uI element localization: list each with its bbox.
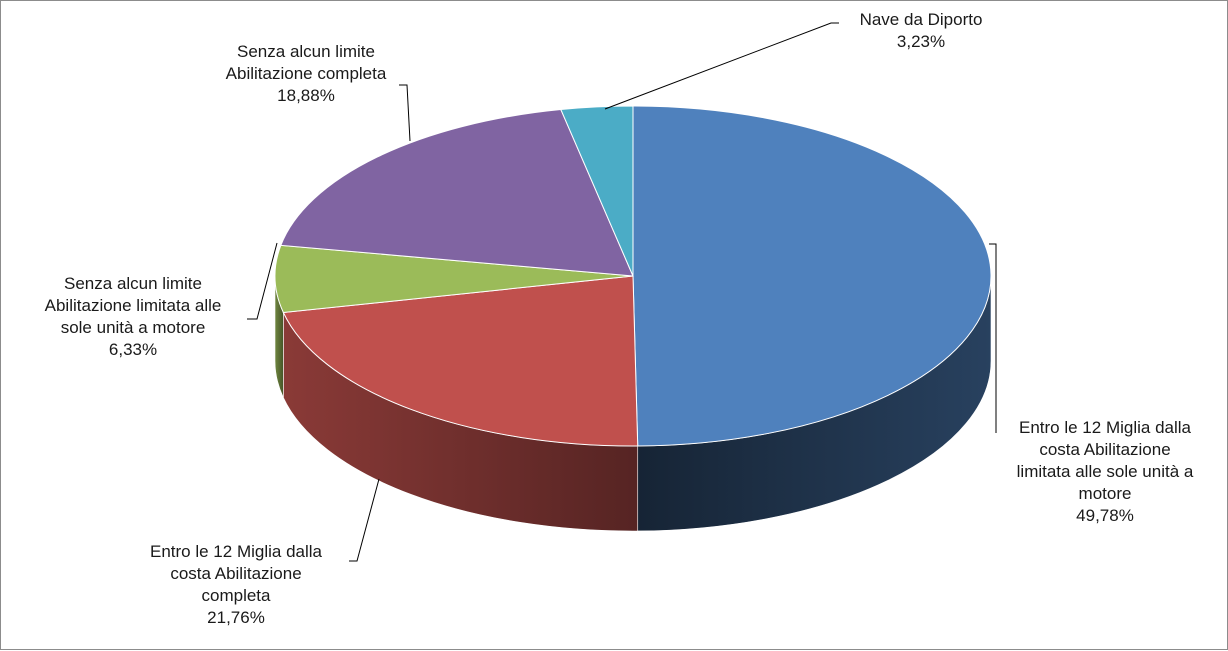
label-line: Abilitazione completa	[225, 64, 387, 83]
label-line: motore	[1078, 484, 1132, 503]
pie-slice-1	[282, 275, 639, 447]
label-line: Nave da Diporto	[859, 10, 983, 29]
leader-line-1	[349, 478, 380, 562]
leader-line-3	[399, 84, 411, 142]
pie-depth	[274, 275, 992, 532]
leader-line-2	[247, 242, 278, 320]
pie-slices	[274, 105, 992, 447]
pie-slice-3	[280, 108, 634, 277]
slice-label-entro-12-motore: Entro le 12 Miglia dalla costa Abilitazi…	[985, 417, 1225, 527]
slice-value: 18,88%	[277, 86, 335, 105]
slice-label-entro-12-completa: Entro le 12 Miglia dalla costa Abilitazi…	[106, 541, 366, 629]
slice-label-senza-limite-completa: Senza alcun limite Abilitazione completa…	[181, 41, 431, 107]
leader-line-0	[989, 243, 997, 433]
label-line: costa Abilitazione	[1039, 440, 1171, 459]
leader-lines	[247, 22, 997, 562]
pie-slice-0	[632, 105, 992, 447]
slice-label-senza-limite-motore: Senza alcun limite Abilitazione limitata…	[1, 273, 265, 361]
label-line: completa	[201, 586, 271, 605]
label-line: costa Abilitazione	[170, 564, 302, 583]
pie-slice-2	[274, 244, 634, 314]
slice-value: 21,76%	[207, 608, 265, 627]
slice-value: 3,23%	[896, 32, 946, 51]
pie-slice-4	[560, 105, 634, 277]
label-line: limitata alle sole unità a	[1016, 462, 1194, 481]
label-line: Abilitazione limitata alle	[44, 296, 222, 315]
label-line: sole unità a motore	[60, 318, 206, 337]
label-line: Senza alcun limite	[64, 274, 202, 293]
slice-label-nave-da-diporto: Nave da Diporto 3,23%	[821, 9, 1021, 53]
leader-line-4	[604, 22, 839, 110]
label-line: Senza alcun limite	[237, 42, 375, 61]
slice-value: 49,78%	[1076, 506, 1134, 525]
label-line: Entro le 12 Miglia dalla	[150, 542, 322, 561]
slice-value: 6,33%	[108, 340, 158, 359]
label-line: Entro le 12 Miglia dalla	[1019, 418, 1191, 437]
